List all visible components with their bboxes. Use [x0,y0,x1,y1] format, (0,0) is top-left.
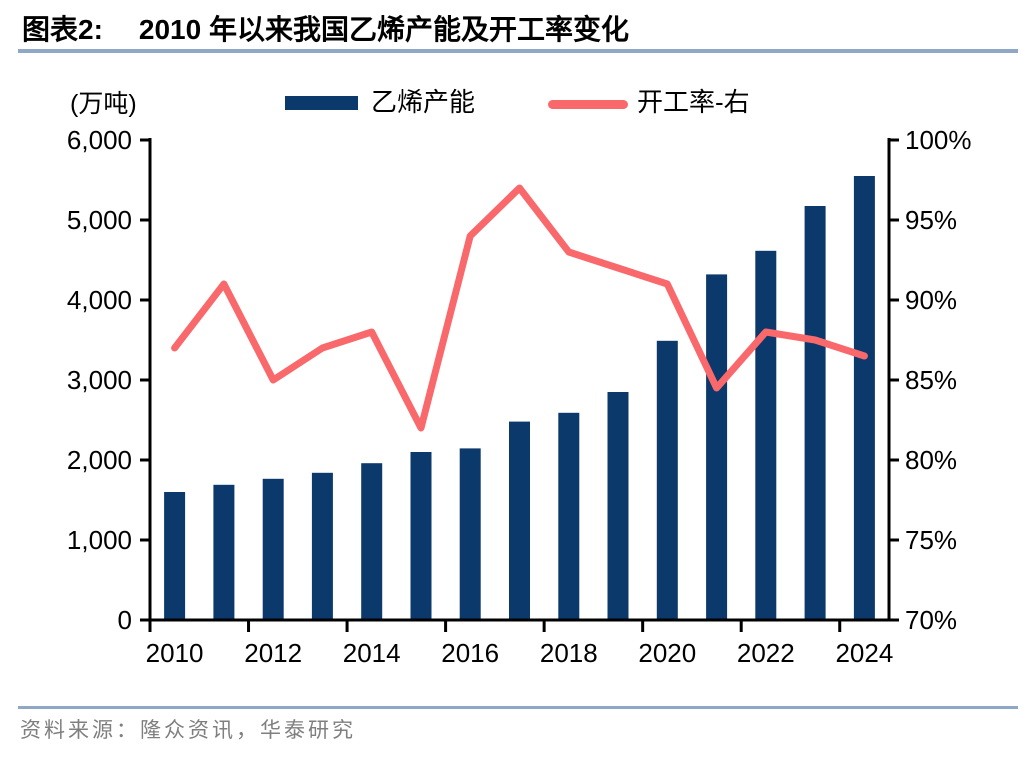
source-text: 资料来源：隆众资讯，华泰研究 [20,719,356,742]
legend-bar-label: 乙烯产能 [371,87,476,117]
left-axis-tick-label: 3,000 [67,365,132,395]
left-axis-tick-label: 1,000 [67,525,132,555]
x-axis-tick-label: 2024 [835,638,893,668]
right-axis-tick-label: 80% [905,445,957,475]
x-axis-tick-label: 2018 [540,638,598,668]
bar-2015 [410,452,432,620]
bar-2013 [311,472,333,620]
left-axis-tick-label: 4,000 [67,285,132,315]
right-axis-tick-label: 70% [905,605,957,635]
operating-rate-line [171,184,868,432]
right-axis-tick-label: 75% [905,525,957,555]
left-axis-tick-label: 0 [118,605,132,635]
legend-bar-swatch [285,96,358,110]
bar-2010 [164,492,186,620]
left-axis-unit-label: (万吨) [70,90,137,118]
bar-2016 [459,448,481,620]
right-axis-tick-label: 95% [905,205,957,235]
bar-2021 [706,274,728,620]
figure-label: 图表2: [22,14,103,45]
bar-2014 [361,463,383,620]
x-axis-tick-label: 2020 [638,638,696,668]
bar-2020 [656,340,678,620]
right-axis-tick-label: 100% [905,125,972,155]
figure-title-text: 2010 年以来我国乙烯产能及开工率变化 [138,14,629,45]
left-axis-tick-label: 6,000 [67,125,132,155]
bar-2022 [755,250,777,621]
bar-2018 [558,412,580,620]
legend-line-swatch [548,100,628,109]
bar-2024 [853,176,875,620]
bar-2019 [607,392,629,620]
bar-2023 [804,206,826,620]
x-axis-tick-label: 2012 [244,638,302,668]
left-axis-tick-label: 5,000 [67,205,132,235]
bar-2017 [509,421,530,620]
x-axis-tick-label: 2014 [343,638,401,668]
left-axis-tick-label: 2,000 [67,445,132,475]
right-axis-tick-label: 90% [905,285,957,315]
x-axis-tick-label: 2022 [737,638,795,668]
source-divider [18,706,1018,709]
figure-title: 图表2: 2010 年以来我国乙烯产能及开工率变化 [22,8,629,48]
right-axis-tick-label: 85% [905,365,957,395]
x-axis-tick-label: 2016 [441,638,499,668]
title-divider [18,49,1018,53]
x-axis-tick-label: 2010 [146,638,204,668]
bar-2012 [262,478,284,620]
legend-line-label: 开工率-右 [637,87,750,117]
bar-2011 [213,484,235,620]
